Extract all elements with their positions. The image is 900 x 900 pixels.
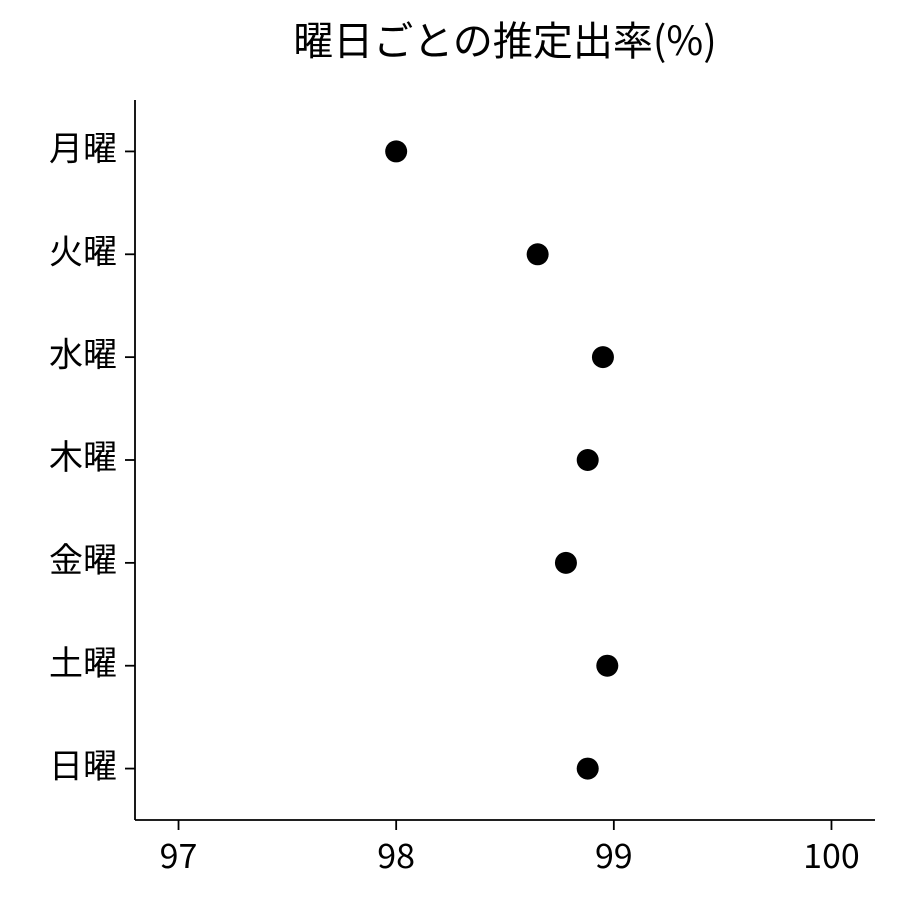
chart-title: 曜日ごとの推定出率(%) (293, 9, 716, 67)
data-point (555, 552, 577, 574)
data-point (385, 140, 407, 162)
y-tick-label: 火曜 (49, 225, 117, 274)
data-point (527, 243, 549, 265)
y-tick-label: 月曜 (49, 122, 117, 171)
x-tick-label: 98 (377, 829, 415, 878)
y-tick-label: 土曜 (49, 636, 117, 685)
data-point (577, 758, 599, 780)
x-tick-label: 99 (595, 829, 633, 878)
data-point (592, 346, 614, 368)
data-point (577, 449, 599, 471)
x-tick-label: 100 (803, 829, 860, 878)
y-tick-label: 日曜 (49, 739, 117, 788)
chart-container: 曜日ごとの推定出率(%) 97 98 99 100 月曜火曜水曜木曜金曜土曜日曜 (0, 0, 900, 900)
data-point (596, 655, 618, 677)
x-tick-label: 97 (160, 829, 198, 878)
y-tick-label: 金曜 (49, 533, 117, 582)
dot-plot-chart: 曜日ごとの推定出率(%) 97 98 99 100 月曜火曜水曜木曜金曜土曜日曜 (0, 0, 900, 900)
y-tick-label: 木曜 (49, 430, 117, 479)
y-tick-label: 水曜 (49, 327, 117, 376)
